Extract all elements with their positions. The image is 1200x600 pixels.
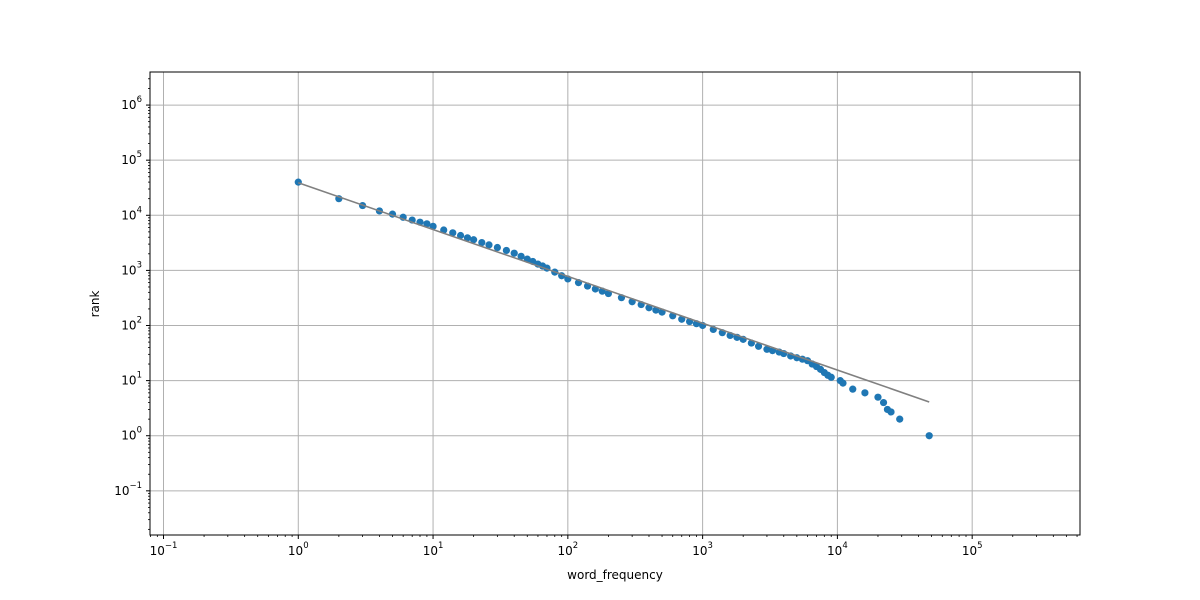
x-tick-label: 102 [557, 541, 578, 558]
y-tick-label: 102 [121, 316, 142, 333]
scatter-point [294, 178, 302, 186]
scatter-point [485, 241, 493, 249]
scatter-point [456, 231, 465, 240]
x-tick-label: 101 [423, 541, 444, 558]
scatter-point [925, 432, 933, 440]
scatter-point [510, 249, 518, 257]
plot-area-frame [149, 71, 1081, 536]
scatter-point [493, 243, 501, 252]
scatter-point [763, 345, 771, 353]
scatter-point [502, 246, 510, 255]
scatter-point [754, 342, 763, 350]
scatter-point [839, 379, 847, 387]
scatter-point [463, 234, 472, 242]
scatter-point [470, 236, 478, 244]
y-tick-label: 104 [121, 205, 142, 222]
scatter-point [827, 373, 835, 381]
scatter-point [896, 415, 904, 423]
scatter-point [849, 385, 857, 393]
fit-line [298, 181, 930, 403]
y-tick-label: 100 [121, 426, 142, 443]
x-tick-label: 104 [827, 541, 848, 558]
scatter-point [517, 252, 525, 260]
x-tick-label: 103 [692, 541, 713, 558]
scatter-points [294, 178, 933, 440]
grid [150, 72, 1080, 535]
scatter-point [423, 220, 431, 228]
scatter-point [449, 229, 457, 237]
x-axis-ticks: 10−1 100 101 102 103 104 105 [150, 535, 1078, 558]
x-axis-label: word_frequency [567, 568, 663, 582]
y-tick-label: 101 [121, 371, 142, 388]
scatter-point [887, 408, 895, 416]
x-tick-label: 10−1 [150, 541, 178, 558]
y-axis-ticks: 10−1 100 101 102 103 104 105 106 [114, 78, 150, 530]
scatter-point [478, 238, 486, 247]
y-tick-label: 105 [121, 150, 142, 167]
scatter-point [874, 393, 882, 401]
y-axis-label: rank [88, 291, 102, 318]
x-tick-label: 100 [288, 541, 309, 558]
y-tick-label: 10−1 [114, 481, 142, 498]
x-tick-label: 105 [962, 541, 983, 558]
scatter-point [861, 389, 869, 397]
y-tick-label: 106 [121, 95, 142, 112]
scatter-point [879, 398, 888, 407]
y-tick-label: 103 [121, 260, 142, 277]
